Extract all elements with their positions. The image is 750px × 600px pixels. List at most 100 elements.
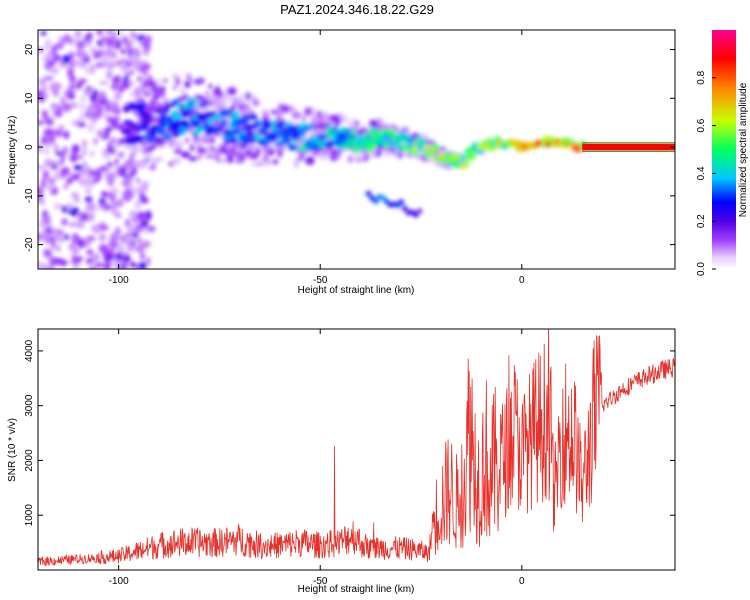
scatter-blob: [75, 82, 83, 89]
ridge-blob: [187, 102, 197, 110]
halo-blob: [226, 86, 237, 96]
halo-blob: [212, 95, 218, 103]
halo-blob: [218, 91, 224, 98]
scatter-blob: [124, 188, 132, 193]
scatter-blob: [107, 255, 114, 261]
ridge-blob: [220, 119, 228, 125]
scatter-blob: [68, 76, 77, 82]
ridge-blob: [431, 143, 440, 151]
scatter-blob: [77, 238, 85, 249]
colorbar-tick-label: 0.4: [696, 166, 707, 180]
scatter-blob: [66, 202, 73, 212]
snr-frame: [37, 328, 676, 571]
scatter-blob: [54, 229, 61, 240]
halo-blob: [312, 116, 318, 124]
scatter-blob: [121, 57, 126, 65]
halo-blob: [215, 156, 221, 163]
scatter-blob: [96, 39, 104, 47]
scatter-blob: [113, 90, 122, 101]
halo-blob: [152, 93, 160, 100]
snr-x-tick-label: -50: [313, 576, 328, 587]
scatter-blob: [125, 61, 133, 68]
ridge-blob: [164, 102, 172, 109]
scatter-blob: [90, 151, 95, 157]
scatter-blob: [145, 225, 152, 231]
colorbar-ticks: 0.0 0.2 0.4 0.6 0.8: [696, 70, 716, 276]
halo-blob: [390, 123, 396, 129]
snr-series-line: [38, 329, 675, 567]
scatter-blob: [44, 128, 53, 136]
scatter-blob: [38, 232, 43, 242]
snr-y-axis-label: SNR (10 * v/v): [7, 418, 18, 482]
halo-blob: [262, 147, 270, 153]
halo-blob: [227, 147, 237, 156]
scatter-blob: [54, 151, 65, 156]
halo-blob: [218, 158, 228, 163]
branch-blob: [372, 198, 379, 204]
scatter-blob: [68, 243, 76, 251]
scatter-blob: [109, 51, 118, 59]
scatter-blob: [61, 218, 68, 226]
scatter-blob: [117, 264, 125, 269]
scatter-blob: [94, 100, 99, 109]
ridge-blob: [265, 121, 272, 128]
halo-blob: [277, 104, 288, 110]
scatter-blob: [106, 126, 111, 135]
scatter-blob: [111, 200, 119, 208]
halo-blob: [145, 104, 156, 113]
scatter-blob: [136, 211, 146, 220]
scatter-blob: [93, 89, 98, 98]
scatter-blob: [105, 30, 116, 37]
scatter-blob: [92, 49, 99, 60]
scatter-blob: [74, 30, 82, 39]
halo-blob: [376, 146, 382, 153]
scatter-blob: [73, 165, 84, 171]
halo-blob: [138, 77, 145, 84]
halo-blob: [204, 90, 210, 99]
scatter-blob: [81, 139, 88, 149]
scatter-blob: [75, 40, 86, 49]
scatter-blob: [117, 198, 124, 208]
scatter-blob: [50, 239, 56, 250]
halo-blob: [215, 106, 222, 112]
colorbar-tick-label: 0.0: [696, 262, 707, 276]
scatter-blob: [95, 170, 102, 181]
scatter-blob: [129, 144, 140, 155]
scatter-blob: [132, 160, 141, 168]
scatter-blob: [45, 38, 52, 49]
halo-blob: [231, 103, 236, 110]
halo-blob: [346, 122, 356, 127]
halo-blob: [205, 101, 216, 107]
ridge-blob: [254, 133, 261, 141]
scatter-blob: [106, 102, 112, 112]
ridge-blob: [156, 127, 165, 135]
halo-blob: [276, 112, 282, 120]
scatter-blob: [87, 123, 95, 133]
ridge-blob: [293, 133, 301, 140]
halo-blob: [172, 85, 178, 91]
ridge-blob: [172, 112, 182, 120]
scatter-blob: [129, 91, 137, 97]
scatter-blob: [54, 109, 63, 118]
scatter-blob: [124, 71, 133, 76]
ridge-blob: [468, 152, 476, 160]
colorbar: 0.0 0.2 0.4 0.6 0.8 Normalized spectral ampl…: [696, 30, 749, 276]
scatter-blob: [106, 176, 115, 187]
scatter-blob: [44, 236, 50, 245]
ridge-blob: [155, 108, 164, 115]
scatter-blob: [133, 59, 144, 69]
halo-blob: [293, 159, 300, 169]
spectrogram-panel: -100 -50 0 20 10 0 -10 -20 Height of straight …: [7, 29, 676, 296]
halo-blob: [143, 152, 152, 159]
halo-blob: [201, 107, 209, 113]
scatter-blob: [58, 124, 64, 133]
branch-blob: [398, 199, 405, 205]
scatter-blob: [66, 177, 73, 185]
scatter-blob: [100, 54, 111, 64]
halo-blob: [174, 140, 184, 148]
snr-panel: -100 -50 0 1000 2000 3000 4000 Height of stra…: [7, 328, 676, 595]
scatter-blob: [40, 178, 47, 189]
scatter-blob: [66, 67, 75, 78]
ridge-blob: [137, 107, 144, 115]
halo-blob: [247, 143, 256, 152]
